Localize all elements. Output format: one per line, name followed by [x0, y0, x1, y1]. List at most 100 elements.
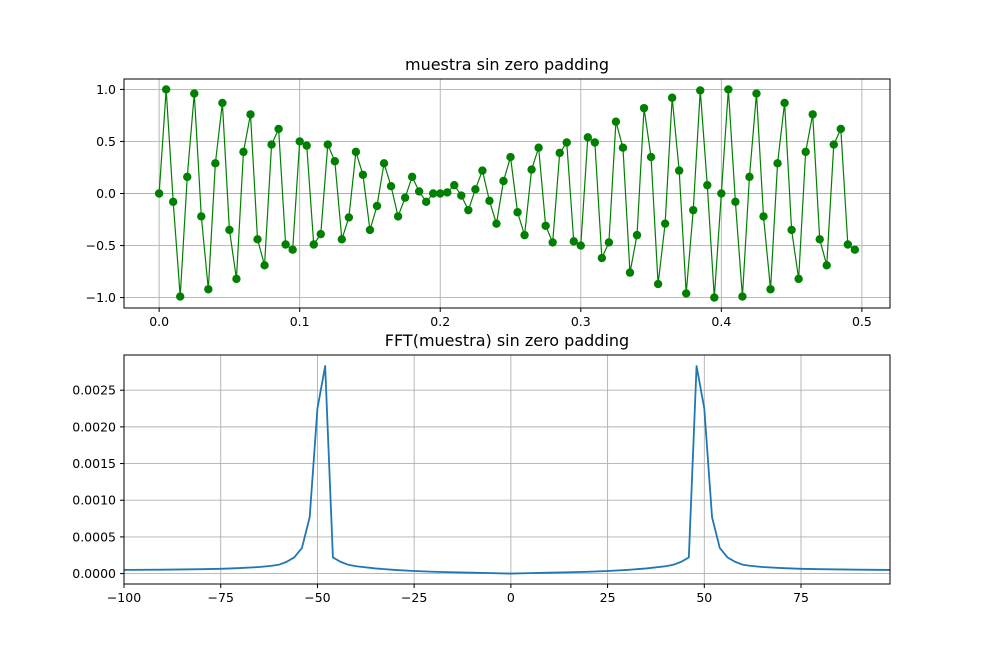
top-data-point — [295, 137, 304, 146]
top-data-point — [330, 157, 340, 166]
top-data-point — [576, 241, 585, 250]
top-data-point — [604, 238, 614, 247]
top-data-point — [225, 225, 234, 235]
top-data-point — [682, 289, 691, 298]
top-data-point — [717, 189, 726, 198]
top-data-point — [822, 261, 831, 270]
top-data-point — [176, 292, 185, 301]
bottom-x-tick-label: 25 — [600, 590, 616, 605]
top-data-point — [372, 201, 382, 211]
bottom-x-tick-label: −75 — [208, 590, 234, 605]
top-data-point — [218, 98, 227, 108]
top-x-tick-label: 0.0 — [149, 314, 169, 329]
top-y-tick-label: 0.0 — [96, 186, 116, 201]
top-data-point — [689, 205, 698, 215]
top-data-point — [632, 230, 642, 240]
top-data-point — [696, 86, 705, 95]
top-y-tick-label: −0.5 — [86, 238, 116, 253]
top-data-point — [197, 212, 206, 221]
top-data-point — [400, 193, 410, 202]
top-data-point — [267, 140, 276, 149]
top-y-tick-label: 0.5 — [96, 134, 116, 149]
top-data-point — [618, 143, 628, 152]
top-x-tick-label: 0.3 — [571, 314, 591, 329]
top-data-point — [337, 235, 347, 244]
top-data-point — [211, 159, 220, 168]
top-data-point — [625, 268, 635, 277]
top-data-point — [850, 245, 860, 254]
top-data-point — [429, 189, 438, 198]
top-data-point — [407, 172, 417, 182]
top-data-point — [759, 212, 768, 221]
top-data-point — [358, 170, 368, 179]
top-data-point — [773, 159, 782, 168]
top-data-point — [710, 293, 719, 302]
top-data-point — [660, 219, 670, 228]
top-data-point — [464, 205, 473, 215]
top-data-point — [724, 85, 733, 94]
top-subplot: muestra sin zero padding 0.0 0.1 0.2 0.3 0.4… — [86, 55, 891, 329]
bottom-y-tick-label: 0.0005 — [72, 529, 116, 544]
top-data-point — [365, 225, 375, 235]
top-data-point — [492, 219, 501, 228]
top-data-point — [780, 98, 789, 108]
bottom-grid — [123, 355, 890, 584]
top-data-point — [569, 237, 578, 246]
top-data-point — [190, 89, 199, 98]
top-data-point — [274, 124, 283, 134]
top-data-point — [246, 110, 255, 119]
top-data-point — [674, 166, 684, 175]
top-data-point — [667, 93, 677, 102]
top-series-line — [158, 88, 856, 299]
bottom-axes-frame — [123, 354, 891, 585]
top-data-point — [168, 197, 178, 207]
top-data-point — [471, 185, 480, 194]
bottom-y-ticks: 0.0000 0.0005 0.0010 0.0015 0.0020 0.0025 — [72, 383, 124, 581]
bottom-y-tick-label: 0.0015 — [72, 456, 116, 471]
top-data-point — [260, 261, 269, 270]
top-data-point — [843, 240, 853, 249]
top-data-point — [457, 191, 466, 200]
top-y-tick-label: −1.0 — [86, 290, 116, 305]
top-data-point — [534, 143, 543, 152]
bottom-x-tick-label: −25 — [401, 590, 427, 605]
top-data-point — [323, 140, 332, 149]
top-y-ticks: −1.0 −0.5 0.0 0.5 1.0 — [86, 82, 124, 305]
top-data-point — [239, 147, 248, 157]
top-data-point — [653, 279, 663, 289]
bottom-x-tick-label: 0 — [507, 590, 515, 605]
top-data-point — [421, 197, 431, 207]
top-data-point — [253, 235, 262, 244]
top-x-tick-label: 0.2 — [430, 314, 450, 329]
top-data-point — [302, 141, 311, 150]
top-data-point — [436, 189, 445, 198]
top-data-point — [393, 212, 403, 221]
bottom-x-tick-label: −50 — [304, 590, 330, 605]
top-data-point — [808, 110, 817, 119]
top-data-point — [752, 89, 761, 98]
bottom-x-tick-label: −100 — [107, 590, 141, 605]
bottom-x-tick-label: 50 — [696, 590, 712, 605]
top-data-point — [646, 152, 656, 162]
top-data-point — [450, 180, 459, 190]
top-data-point — [766, 285, 775, 294]
top-x-tick-label: 0.1 — [290, 314, 310, 329]
top-data-point — [836, 124, 846, 134]
top-data-point — [555, 148, 564, 158]
top-data-point — [801, 147, 810, 157]
top-data-point — [506, 152, 515, 162]
top-data-point — [443, 188, 452, 197]
top-data-point — [161, 85, 171, 94]
top-data-point — [379, 159, 389, 168]
bottom-y-tick-label: 0.0025 — [72, 383, 116, 398]
top-chart-title: muestra sin zero padding — [405, 55, 609, 74]
top-data-point — [154, 189, 164, 198]
bottom-series — [124, 365, 890, 575]
bottom-y-tick-label: 0.0020 — [72, 419, 116, 434]
top-data-point — [639, 103, 649, 113]
top-data-point — [288, 245, 297, 254]
top-data-point — [309, 240, 318, 249]
top-data-point — [316, 229, 325, 239]
top-data-point — [731, 197, 740, 207]
